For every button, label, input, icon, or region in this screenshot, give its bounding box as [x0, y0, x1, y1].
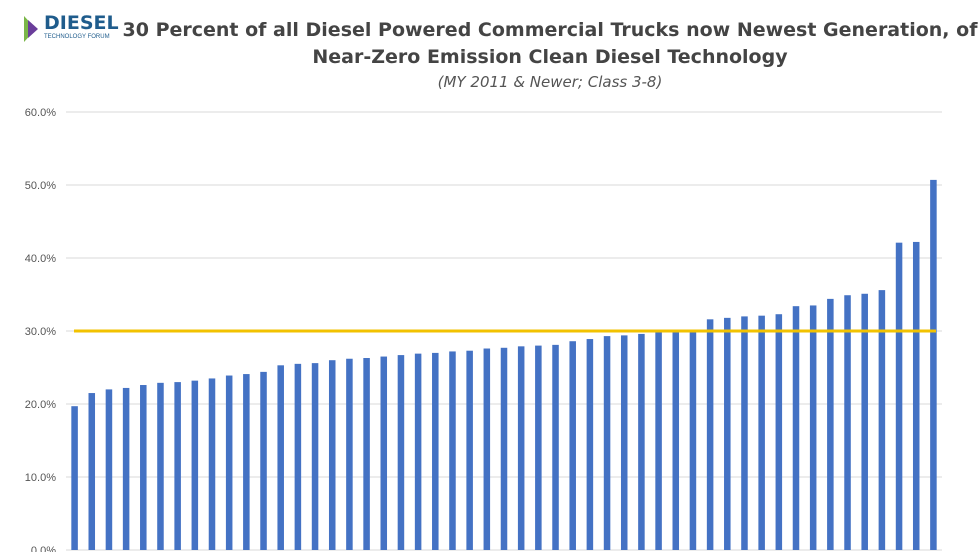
bar — [71, 406, 78, 550]
bar — [792, 306, 800, 550]
chart-subtitle: (MY 2011 & Newer; Class 3-8) — [437, 73, 663, 91]
y-tick-label: 60.0% — [25, 107, 56, 119]
y-tick-label: 0.0% — [31, 545, 56, 552]
chart-title-line2: Near-Zero Emission Clean Diesel Technolo… — [312, 46, 788, 68]
bar — [603, 336, 611, 550]
bar — [483, 348, 491, 550]
bar — [500, 347, 508, 550]
bar — [140, 385, 147, 550]
y-tick-label: 20.0% — [25, 399, 56, 411]
logo-mark-icon — [24, 16, 38, 42]
bar — [878, 290, 886, 550]
bar — [809, 305, 817, 550]
bar — [414, 353, 422, 550]
bar — [706, 319, 714, 550]
bar — [328, 360, 336, 550]
bar — [569, 341, 576, 550]
bar — [672, 331, 680, 550]
bar — [380, 356, 388, 550]
y-tick-label: 40.0% — [25, 253, 56, 265]
bar — [689, 331, 697, 550]
bar — [277, 365, 284, 550]
bar — [930, 179, 937, 550]
bar — [827, 298, 834, 550]
diesel-technology-forum-logo: DIESEL TECHNOLOGY FORUM — [22, 12, 132, 48]
y-tick-label: 30.0% — [25, 326, 56, 338]
bar — [466, 350, 473, 550]
bar — [638, 333, 645, 550]
bar — [311, 363, 319, 550]
bar — [157, 382, 164, 550]
bar — [363, 358, 370, 550]
bar — [861, 293, 868, 550]
bar — [191, 380, 199, 550]
bar — [449, 351, 456, 550]
bar — [758, 315, 765, 550]
bar — [105, 389, 113, 550]
logo-tagline: TECHNOLOGY FORUM — [44, 34, 110, 40]
bar — [655, 332, 662, 550]
bar — [517, 346, 525, 550]
bar — [225, 375, 233, 550]
y-tick-label: 50.0% — [25, 180, 56, 192]
bar — [294, 363, 302, 550]
y-tick-label: 10.0% — [25, 472, 56, 484]
bar — [346, 358, 353, 550]
bar — [397, 355, 405, 550]
bar — [260, 371, 267, 550]
bar — [895, 242, 903, 551]
bar — [174, 382, 181, 550]
bar — [208, 378, 216, 550]
chart-title: 30 Percent of all Diesel Powered Commerc… — [122, 19, 978, 41]
bar — [912, 241, 920, 550]
bar — [724, 317, 731, 550]
bar — [122, 387, 130, 550]
bar — [243, 374, 250, 550]
bar — [775, 314, 783, 550]
bar — [741, 316, 748, 550]
bar — [620, 335, 628, 550]
bar — [88, 393, 96, 550]
bar — [432, 352, 439, 550]
logo-wordmark: DIESEL — [44, 12, 119, 34]
bar — [535, 345, 542, 550]
bar — [844, 295, 851, 550]
bar — [552, 344, 559, 550]
bar — [586, 339, 594, 550]
